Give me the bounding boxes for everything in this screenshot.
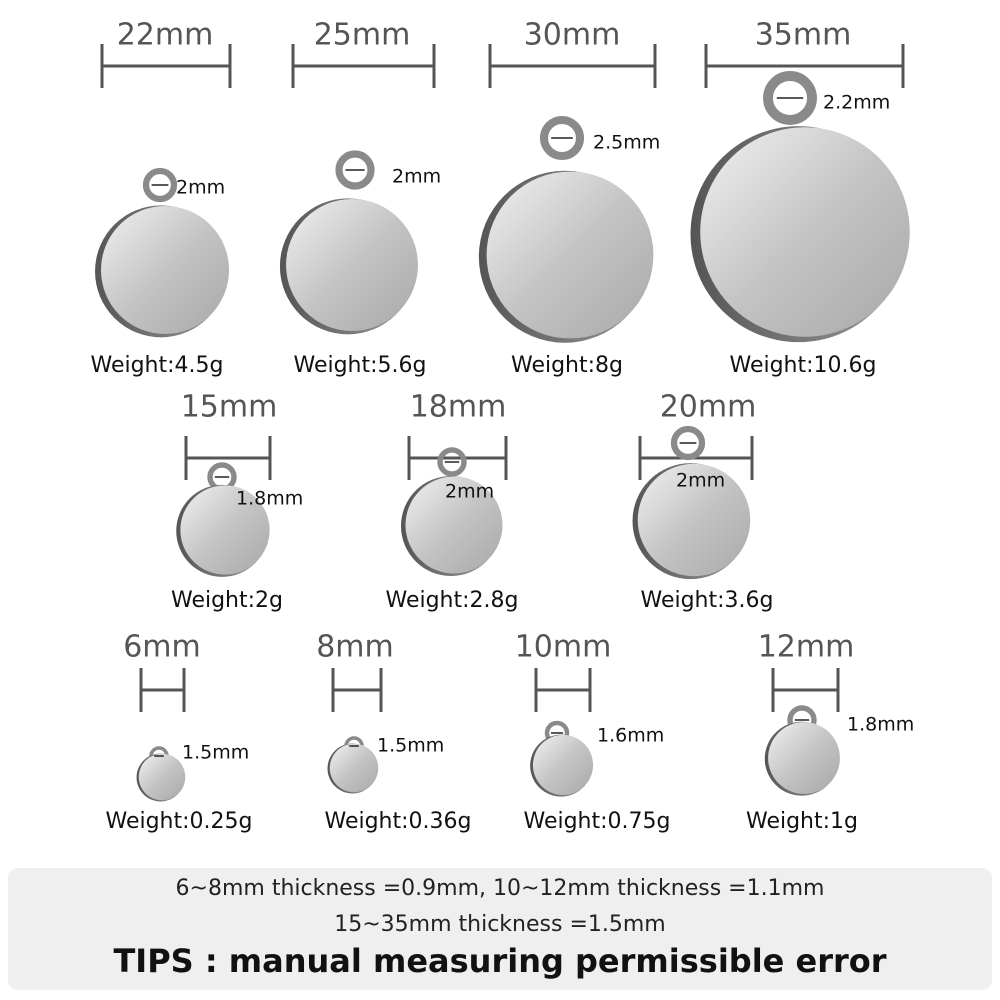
pendant [405,476,503,574]
pendant [180,485,270,575]
size-label: 25mm [314,18,411,53]
size-label: 22mm [117,18,214,53]
size-label: 8mm [316,630,394,665]
weight-label: Weight:10.6g [729,353,876,378]
pendant [329,743,379,793]
hole-label: 1.8mm [236,488,303,510]
hole-label: 2mm [392,166,441,188]
size-label: 30mm [524,18,621,53]
pendant [532,734,594,796]
weight-label: Weight:2g [171,588,283,613]
hole-label: 2mm [445,481,494,503]
hole-label: 1.5mm [182,742,249,764]
weight-label: Weight:3.6g [640,588,773,613]
weight-label: Weight:0.75g [523,809,670,834]
hole-label: 2.5mm [593,132,660,154]
hole-label: 1.8mm [847,714,914,736]
size-label: 18mm [410,390,507,425]
weight-label: Weight:0.36g [324,809,471,834]
hole-label: 2mm [176,177,225,199]
weight-label: Weight:5.6g [293,353,426,378]
hole-label: 1.5mm [377,735,444,757]
pendant [100,205,230,335]
hole-label: 2.2mm [823,92,890,114]
weight-label: Weight:2.8g [385,588,518,613]
pendant-ring [763,71,817,125]
pendant-ring [437,447,467,477]
pendant-ring [335,150,375,190]
size-label: 12mm [758,630,855,665]
weight-label: Weight:8g [511,353,623,378]
footer-line: 15~35mm thickness =1.5mm [334,912,665,937]
pendant [700,127,910,337]
pendant [637,463,751,577]
pendant [768,722,840,794]
size-label: 35mm [755,18,852,53]
size-label: 6mm [123,630,201,665]
size-label: 15mm [181,390,278,425]
hole-label: 2mm [676,470,725,492]
weight-label: Weight:1g [746,809,858,834]
size-label: 10mm [515,630,612,665]
hole-label: 1.6mm [597,725,664,747]
pendant-ring [142,167,178,203]
weight-label: Weight:0.25g [105,809,252,834]
pendant [286,199,418,331]
size-label: 20mm [660,390,757,425]
footer-box [8,868,992,990]
weight-label: Weight:4.5g [90,353,223,378]
pendant-ring [539,115,585,161]
pendant [138,753,186,801]
pendant [486,171,654,339]
pendant-ring [670,425,706,461]
tips: TIPS : manual measuring permissible erro… [113,942,886,980]
footer-line: 6~8mm thickness =0.9mm, 10~12mm thicknes… [176,876,825,901]
